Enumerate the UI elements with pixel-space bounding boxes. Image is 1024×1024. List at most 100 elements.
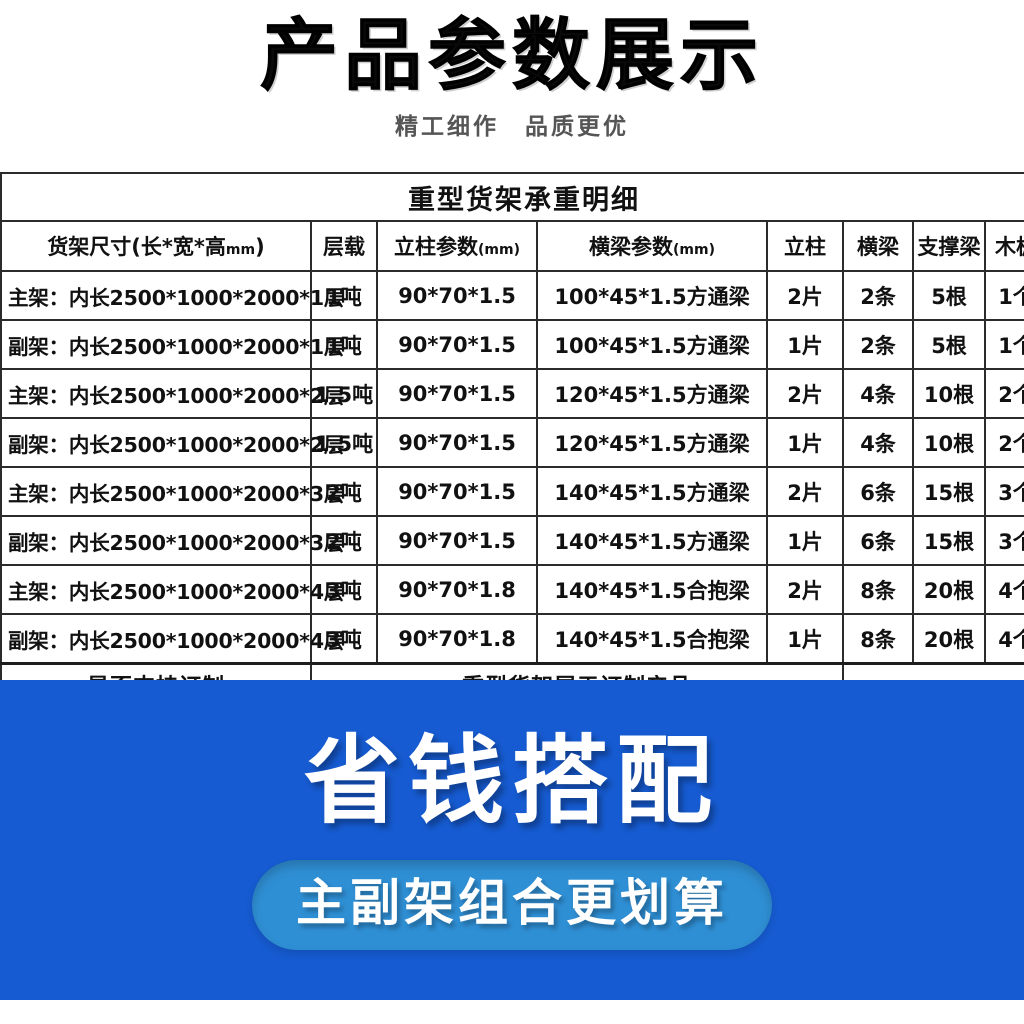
row-support-beam: 5根 — [912, 270, 986, 321]
table-row: 副架：内长2500*1000*2000*2层 1.5吨 90*70*1.5 120*4… — [0, 417, 1024, 468]
row-beam-param: 140*45*1.5合抱梁 — [536, 613, 768, 665]
column-header-beam-param: 横梁参数(mm) — [536, 220, 768, 272]
row-size: 副架：内长2500*1000*2000*2层 — [0, 417, 344, 468]
row-support-beam: 15根 — [912, 466, 986, 517]
column-header-column: 立柱 — [766, 220, 844, 272]
spec-table-container: 重型货架承重明细 货架尺寸(长*宽*高mm) 层载 立柱参数(mm) 横梁参数(… — [0, 172, 1024, 707]
row-beam: 8条 — [842, 564, 914, 615]
row-size: 主架：内长2500*1000*2000*4层 — [0, 564, 344, 615]
column-header-beam-param-unit: (mm) — [673, 242, 715, 258]
row-beam: 6条 — [842, 466, 914, 517]
row-wood-board: 1个 — [984, 319, 1024, 370]
table-row: 主架：内长2500*1000*2000*3层 2吨 90*70*1.5 140*45*… — [0, 466, 1024, 517]
row-beam: 6条 — [842, 515, 914, 566]
promo-pill-button[interactable]: 主副架组合更划算 — [252, 860, 772, 950]
row-column: 1片 — [766, 515, 844, 566]
row-column-param: 90*70*1.5 — [376, 319, 538, 370]
table-title: 重型货架承重明细 — [0, 172, 1024, 222]
page-header: 产品参数展示 精工细作 品质更优 — [0, 0, 1024, 142]
row-column-param: 90*70*1.5 — [376, 368, 538, 419]
row-beam-param: 100*45*1.5方通梁 — [536, 319, 768, 370]
row-beam-param: 140*45*1.5方通梁 — [536, 515, 768, 566]
table-title-row: 重型货架承重明细 — [0, 172, 1024, 222]
column-header-layer-load: 层载 — [310, 220, 378, 272]
row-wood-board: 2个 — [984, 368, 1024, 419]
row-wood-board: 3个 — [984, 515, 1024, 566]
row-size: 副架：内长2500*1000*2000*4层 — [0, 613, 344, 665]
row-wood-board: 3个 — [984, 466, 1024, 517]
column-header-size-unit: mm — [225, 242, 256, 258]
row-wood-board: 4个 — [984, 564, 1024, 615]
row-column-param: 90*70*1.5 — [376, 466, 538, 517]
row-beam-param: 100*45*1.5方通梁 — [536, 270, 768, 321]
row-support-beam: 5根 — [912, 319, 986, 370]
row-wood-board: 4个 — [984, 613, 1024, 665]
row-column-param: 90*70*1.8 — [376, 613, 538, 665]
column-header-wood-board: 木板 — [984, 220, 1024, 272]
row-support-beam: 15根 — [912, 515, 986, 566]
table-row: 主架：内长2500*1000*2000*4层 3吨 90*70*1.8 140*45*… — [0, 564, 1024, 615]
row-support-beam: 10根 — [912, 368, 986, 419]
table-row: 主架：内长2500*1000*2000*1层 1吨 90*70*1.5 100*45*… — [0, 270, 1024, 321]
row-size: 主架：内长2500*1000*2000*2层 — [0, 368, 344, 419]
row-size: 主架：内长2500*1000*2000*1层 — [0, 270, 344, 321]
promo-banner: 省钱搭配 主副架组合更划算 — [0, 680, 1024, 1000]
row-beam: 2条 — [842, 319, 914, 370]
row-column-param: 90*70*1.5 — [376, 270, 538, 321]
column-header-column-param-label: 立柱参数 — [394, 235, 478, 259]
row-wood-board: 2个 — [984, 417, 1024, 468]
row-layer-load: 1吨 — [310, 319, 378, 370]
row-column: 1片 — [766, 417, 844, 468]
row-layer-load: 3吨 — [310, 613, 378, 665]
row-beam: 8条 — [842, 613, 914, 665]
promo-pill-label: 主副架组合更划算 — [296, 874, 728, 932]
row-column-param: 90*70*1.5 — [376, 515, 538, 566]
row-beam: 2条 — [842, 270, 914, 321]
row-size: 主架：内长2500*1000*2000*3层 — [0, 466, 344, 517]
promo-heading: 省钱搭配 — [304, 725, 720, 837]
page-title: 产品参数展示 — [259, 11, 764, 102]
column-header-support-beam: 支撑梁 — [912, 220, 986, 272]
row-support-beam: 10根 — [912, 417, 986, 468]
row-column: 1片 — [766, 319, 844, 370]
row-layer-load: 1吨 — [310, 270, 378, 321]
column-header-size: 货架尺寸(长*宽*高mm) — [0, 220, 312, 272]
column-header-column-param-unit: (mm) — [478, 242, 520, 258]
row-column: 2片 — [766, 466, 844, 517]
row-column: 2片 — [766, 270, 844, 321]
column-header-beam: 横梁 — [842, 220, 914, 272]
row-beam-param: 120*45*1.5方通梁 — [536, 368, 768, 419]
row-column: 2片 — [766, 564, 844, 615]
row-support-beam: 20根 — [912, 564, 986, 615]
bottom-white-strip — [0, 1000, 1024, 1024]
row-beam: 4条 — [842, 368, 914, 419]
row-layer-load: 3吨 — [310, 564, 378, 615]
row-wood-board: 1个 — [984, 270, 1024, 321]
row-column: 1片 — [766, 613, 844, 665]
row-size: 副架：内长2500*1000*2000*3层 — [0, 515, 344, 566]
table-row: 主架：内长2500*1000*2000*2层 1.5吨 90*70*1.5 120*4… — [0, 368, 1024, 419]
row-beam: 4条 — [842, 417, 914, 468]
spec-table: 重型货架承重明细 货架尺寸(长*宽*高mm) 层载 立柱参数(mm) 横梁参数(… — [0, 172, 1024, 707]
column-header-beam-param-label: 横梁参数 — [589, 235, 673, 259]
row-layer-load: 2吨 — [310, 515, 378, 566]
row-column-param: 90*70*1.8 — [376, 564, 538, 615]
table-header-row: 货架尺寸(长*宽*高mm) 层载 立柱参数(mm) 横梁参数(mm) 立柱 横梁… — [0, 220, 1024, 272]
row-size: 副架：内长2500*1000*2000*1层 — [0, 319, 344, 370]
table-row: 副架：内长2500*1000*2000*4层 3吨 90*70*1.8 140*45*… — [0, 613, 1024, 665]
row-support-beam: 20根 — [912, 613, 986, 665]
table-row: 副架：内长2500*1000*2000*1层 1吨 90*70*1.5 100*45*… — [0, 319, 1024, 370]
row-column: 2片 — [766, 368, 844, 419]
column-header-size-end: ) — [255, 235, 265, 259]
row-layer-load: 1.5吨 — [310, 417, 378, 468]
row-layer-load: 1.5吨 — [310, 368, 378, 419]
row-beam-param: 140*45*1.5合抱梁 — [536, 564, 768, 615]
column-header-column-param: 立柱参数(mm) — [376, 220, 538, 272]
row-beam-param: 140*45*1.5方通梁 — [536, 466, 768, 517]
table-row: 副架：内长2500*1000*2000*3层 2吨 90*70*1.5 140*45*… — [0, 515, 1024, 566]
page-subtitle: 精工细作 品质更优 — [395, 114, 629, 140]
column-header-size-label: 货架尺寸(长*宽*高 — [47, 235, 226, 259]
row-column-param: 90*70*1.5 — [376, 417, 538, 468]
row-beam-param: 120*45*1.5方通梁 — [536, 417, 768, 468]
row-layer-load: 2吨 — [310, 466, 378, 517]
